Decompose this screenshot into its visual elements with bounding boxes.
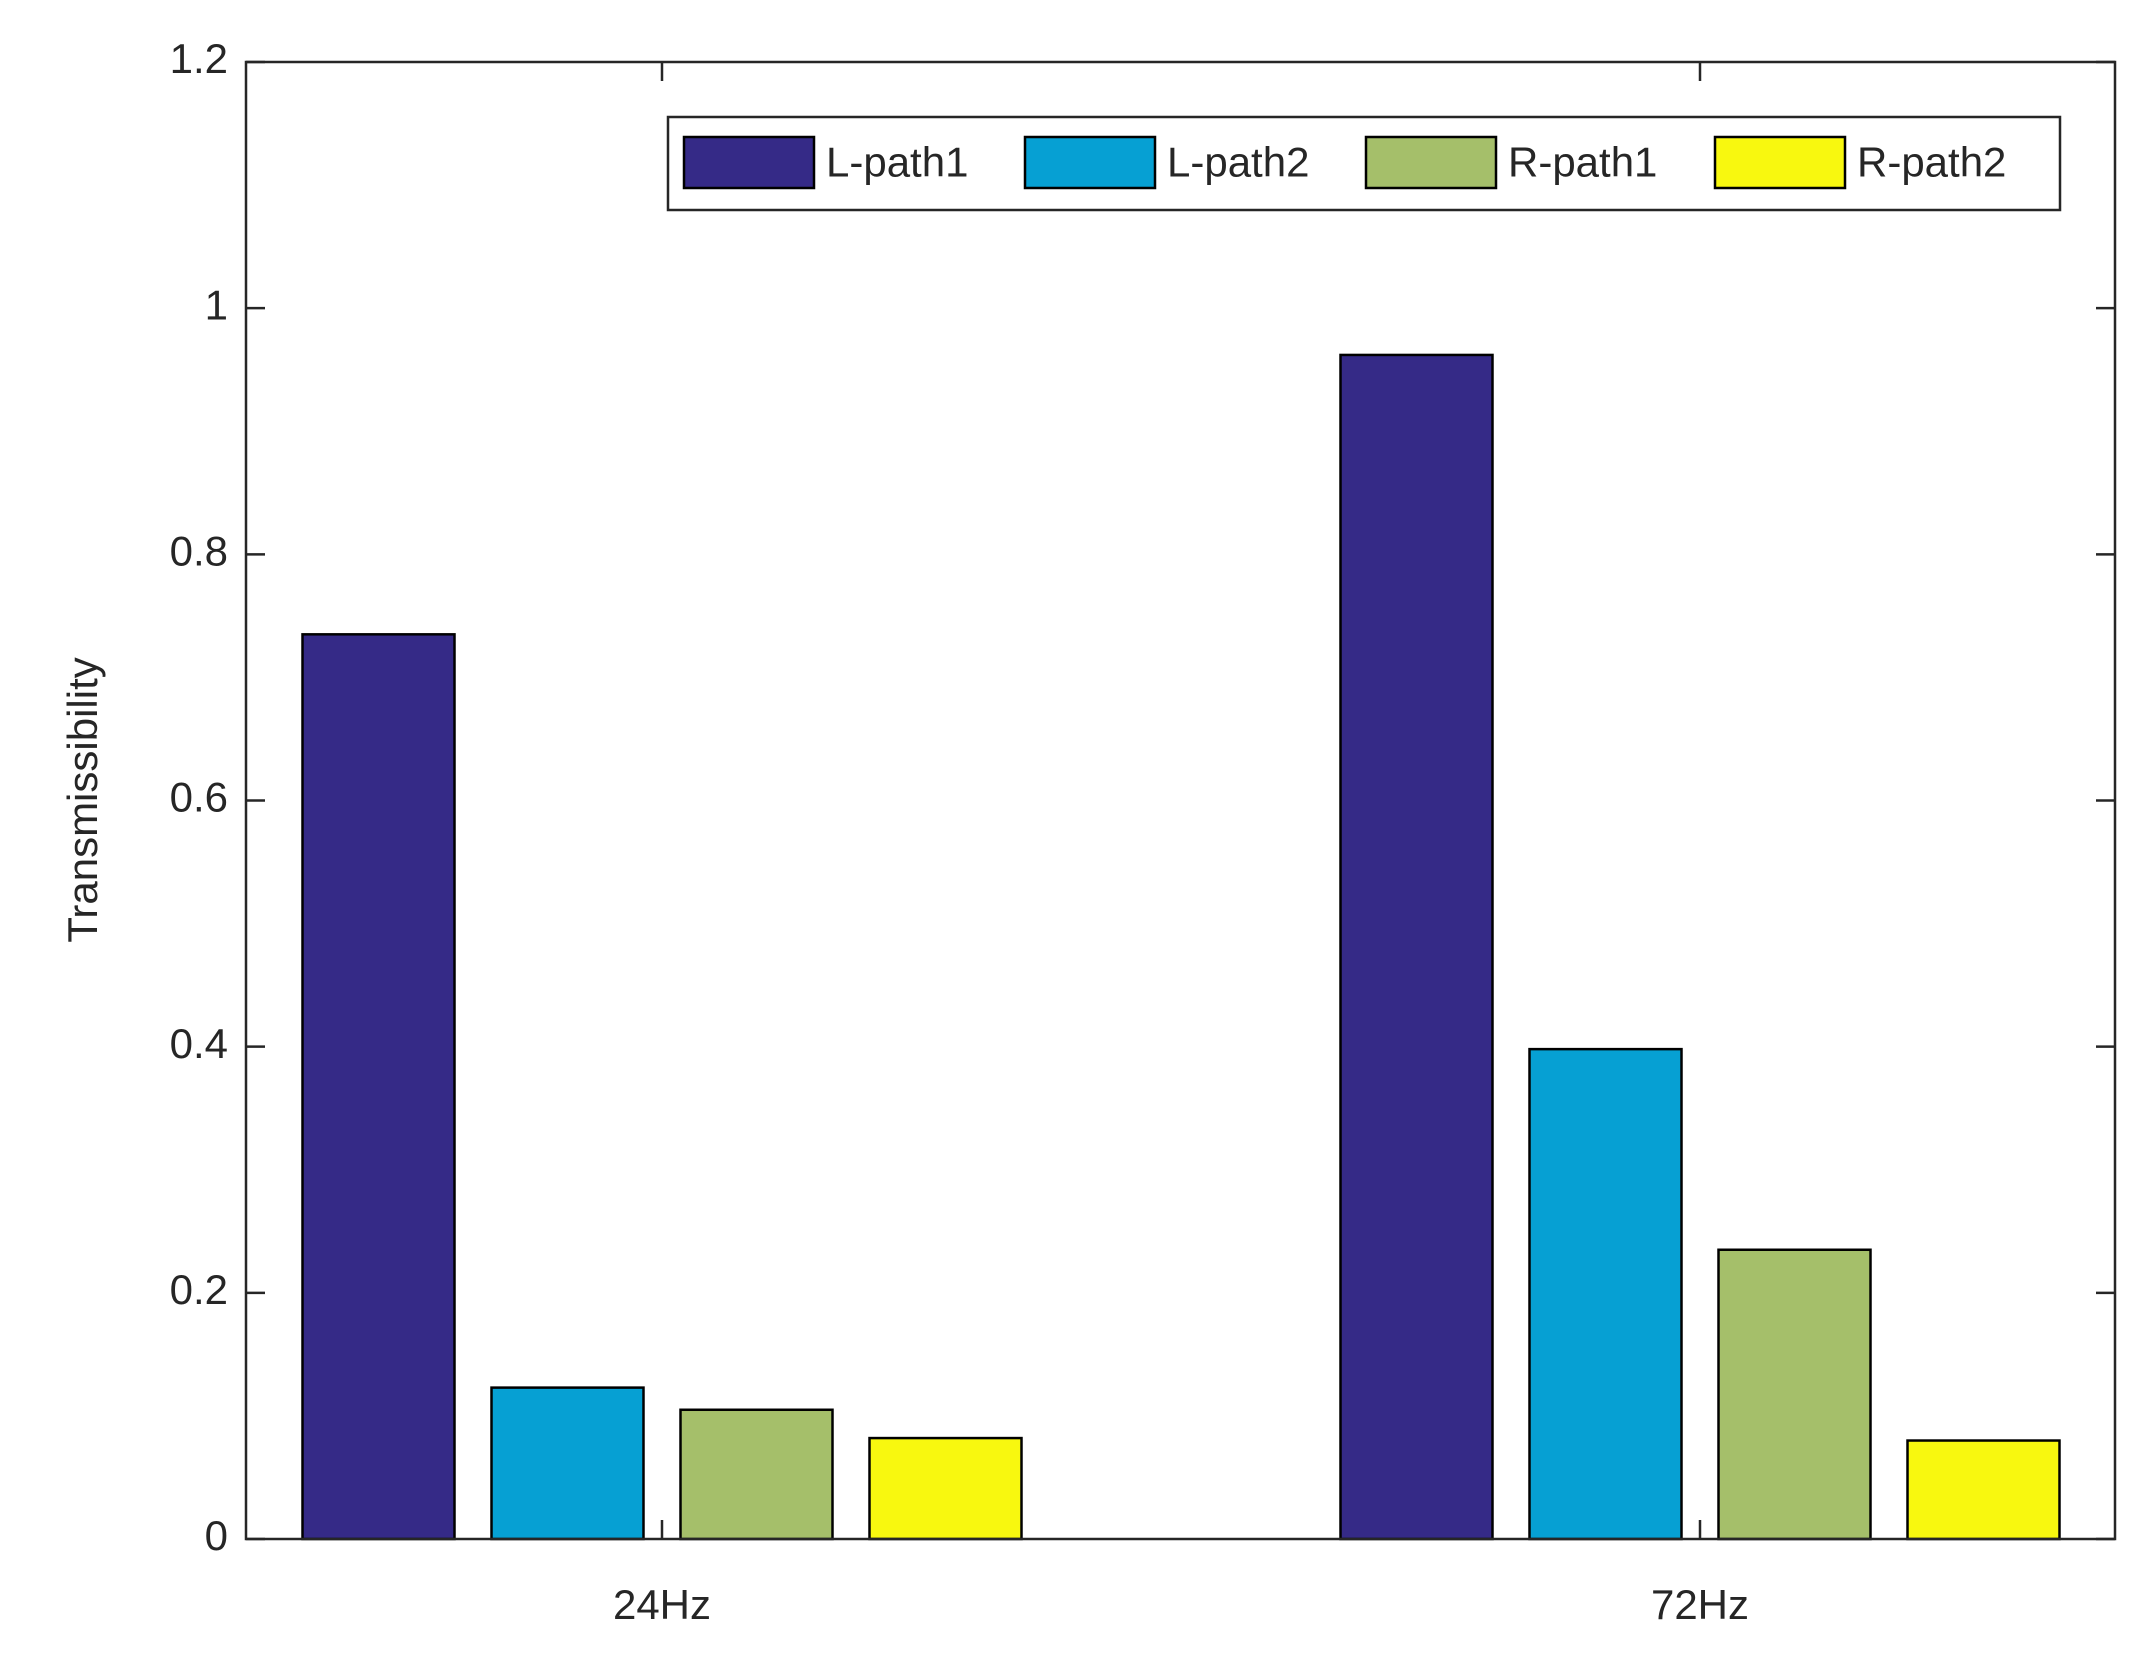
y-tick-label: 0.8 [170, 527, 228, 574]
axes-box [244, 60, 2117, 1541]
legend-swatch [682, 135, 816, 190]
bar [490, 1386, 645, 1541]
x-tick-label: 24Hz [613, 1581, 711, 1628]
bar [679, 1408, 834, 1541]
bar [1528, 1047, 1683, 1541]
y-tick-label: 1.2 [170, 35, 228, 82]
bar [868, 1436, 1023, 1541]
y-tick-label: 0.6 [170, 774, 228, 821]
legend-label: L-path2 [1167, 139, 1309, 186]
legend-swatch [1713, 135, 1847, 190]
legend-swatch [1023, 135, 1157, 190]
legend-label: R-path2 [1857, 139, 2006, 186]
legend-label: R-path1 [1508, 139, 1657, 186]
y-tick-label: 0.2 [170, 1266, 228, 1313]
legend-label: L-path1 [826, 139, 968, 186]
y-axis-label: Transmissibility [59, 657, 106, 942]
bar [1339, 353, 1494, 1541]
y-tick-label: 0 [205, 1512, 228, 1559]
bar [1717, 1248, 1872, 1541]
bar [301, 633, 456, 1541]
bar [1906, 1439, 2061, 1541]
legend-swatch [1364, 135, 1498, 190]
x-tick-label: 72Hz [1651, 1581, 1749, 1628]
y-tick-label: 1 [205, 281, 228, 328]
y-tick-label: 0.4 [170, 1020, 228, 1067]
